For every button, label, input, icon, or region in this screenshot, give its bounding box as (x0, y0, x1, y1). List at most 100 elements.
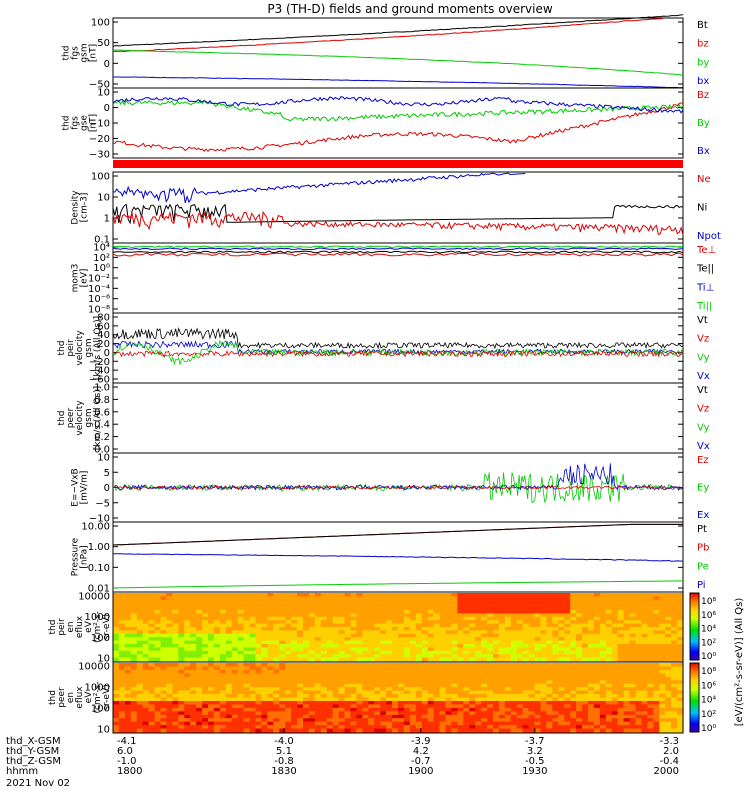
spectrogram-cell (504, 697, 512, 702)
spectrogram-cell (433, 718, 441, 723)
spectrogram-cell (403, 669, 411, 674)
spectrogram-cell (498, 690, 506, 695)
spectrogram-cell (332, 687, 340, 692)
spectrogram-cell (570, 616, 577, 621)
spectrogram-cell (314, 680, 322, 685)
spectrogram-cell (113, 704, 120, 709)
y-tick-label: 20 (97, 339, 110, 350)
spectrogram-cell (285, 707, 292, 712)
spectrogram-cell (498, 640, 506, 645)
spectrogram-cell (469, 690, 476, 695)
spectrogram-cell (208, 623, 215, 628)
spectrogram-cell (653, 690, 660, 695)
spectrogram-cell (320, 721, 328, 726)
spectrogram-cell (196, 640, 203, 645)
spectrogram-cell (202, 630, 209, 635)
spectrogram-cell (457, 676, 464, 681)
spectrogram-cell (308, 728, 316, 733)
spectrogram-cell (308, 644, 316, 648)
spectrogram-cell (457, 683, 464, 688)
spectrogram-cell (629, 676, 637, 681)
spectrogram-cell (326, 627, 334, 631)
spectrogram-cell (498, 593, 506, 597)
spectrogram-cell (320, 697, 328, 702)
spectrogram-cell (213, 725, 221, 730)
spectrogram-cell (516, 627, 524, 631)
spectrogram-cell (653, 683, 660, 688)
y-axis-label-line: gsm (80, 43, 90, 62)
spectrogram-cell (403, 606, 411, 611)
spectrogram-cell (677, 630, 684, 635)
spectrogram-cell (249, 654, 257, 659)
spectrogram-cell (439, 666, 447, 671)
spectrogram-cell (320, 683, 328, 688)
spectrogram-cell (611, 606, 619, 611)
spectrogram-cell (113, 620, 120, 625)
spectrogram-cell (362, 654, 369, 659)
spectrogram-cell (582, 606, 589, 611)
spectrogram-cell (599, 623, 607, 628)
spectrogram-cell (641, 637, 648, 642)
spectrogram-cell (427, 640, 435, 645)
spectrogram-cell (516, 610, 524, 614)
spectrogram-cell (184, 654, 191, 659)
spectrogram-cell (308, 676, 316, 681)
spectrogram-cell (344, 593, 352, 597)
spectrogram-cell (504, 711, 512, 716)
y-tick-label: 0.6 (94, 407, 110, 418)
y-tick-label: 40 (97, 330, 110, 341)
spectrogram-cell (344, 676, 352, 681)
spectrogram-cell (534, 647, 542, 652)
spectrogram-cell (249, 603, 257, 608)
spectrogram-cell (225, 637, 233, 642)
spectrogram-cell (243, 616, 251, 621)
spectrogram-cell (356, 627, 363, 631)
spectrogram-cell (576, 694, 583, 698)
spectrogram-cell (172, 620, 179, 625)
spectrogram-cell (291, 694, 298, 698)
spectrogram-cell (142, 704, 150, 709)
spectrogram-cell (653, 711, 660, 716)
spectrogram-cell (237, 654, 245, 659)
y-tick-label: −20 (89, 357, 110, 368)
spectrogram-cell (255, 725, 262, 730)
spectrogram-cell (570, 694, 577, 698)
spectrogram-cell (641, 606, 648, 611)
spectrogram-cell (142, 728, 150, 733)
spectrogram-cell (196, 728, 203, 733)
spectrogram-cell (148, 663, 156, 667)
spectrogram-cell (498, 680, 506, 685)
spectrogram-cell (593, 701, 601, 705)
spectrogram-cell (641, 644, 648, 648)
spectrogram-cell (273, 711, 280, 716)
y-axis-label: thd peir en eflux eV (cm²-s-sr-eV) (48, 611, 112, 643)
spectrogram-cell (504, 616, 512, 621)
spectrogram-cell (380, 704, 387, 709)
spectrogram-cell (493, 630, 500, 635)
spectrogram-cell (118, 728, 126, 733)
spectrogram-cell (433, 620, 441, 625)
spectrogram-cell (522, 599, 530, 604)
spectrogram-cell (392, 666, 399, 671)
spectrogram-cell (593, 721, 601, 726)
spectrogram-cell (582, 718, 589, 723)
spectrogram-cell (439, 704, 447, 709)
spectrogram-cell (409, 593, 417, 597)
spectrogram-cell (291, 630, 298, 635)
spectrogram-cell (623, 718, 631, 723)
spectrogram-cell (368, 657, 375, 662)
spectrogram-cell (457, 697, 464, 702)
spectrogram-cell (647, 718, 654, 723)
spectrogram-cell (130, 596, 138, 601)
spectrogram-cell (380, 707, 387, 712)
spectrogram-cell (386, 630, 393, 635)
spectrogram-cell (285, 673, 292, 678)
spectrogram-cell (172, 596, 179, 601)
spectrogram-cell (118, 654, 126, 659)
spectrogram-cell (629, 620, 637, 625)
spectrogram-cell (249, 613, 257, 618)
spectrogram-cell (487, 640, 494, 645)
spectrogram-cell (308, 613, 316, 618)
y-tick-label: −60 (89, 375, 110, 386)
